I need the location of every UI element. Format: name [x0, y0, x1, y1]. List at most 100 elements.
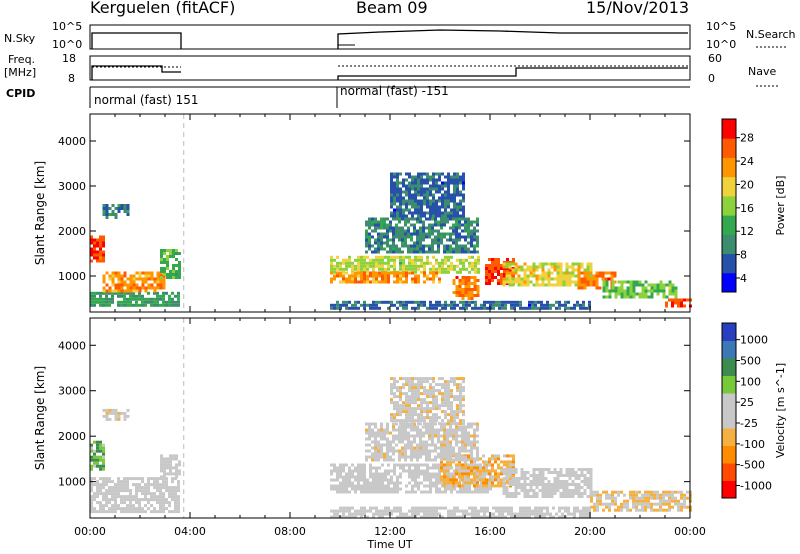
- colorbar-tick-label: -1000: [740, 480, 772, 493]
- data-cell: [444, 506, 447, 510]
- data-cell: [462, 205, 465, 209]
- data-cell: [369, 303, 372, 307]
- data-cell: [407, 446, 410, 450]
- data-cell: [611, 499, 614, 503]
- data-cell: [514, 486, 518, 489]
- data-cell: [641, 502, 644, 506]
- data-cell: [417, 178, 420, 182]
- data-cell: [435, 463, 438, 467]
- data-cell: [514, 483, 518, 486]
- data-cell: [593, 505, 596, 509]
- data-cell: [102, 286, 106, 290]
- data-cell: [447, 270, 450, 274]
- data-cell: [414, 506, 417, 510]
- data-cell: [348, 490, 351, 494]
- data-cell: [401, 455, 404, 459]
- data-cell: [111, 213, 115, 216]
- data-cell: [156, 498, 159, 502]
- data-cell: [411, 389, 414, 393]
- data-cell: [495, 506, 498, 510]
- data-cell: [90, 467, 93, 471]
- data-cell: [429, 190, 432, 194]
- data-cell: [438, 389, 441, 393]
- data-cell: [405, 395, 408, 399]
- data-cell: [336, 478, 339, 482]
- data-cell: [166, 258, 169, 261]
- data-cell: [573, 512, 576, 516]
- data-cell: [449, 428, 452, 432]
- data-cell: [559, 468, 563, 471]
- data-cell: [123, 291, 126, 295]
- data-cell: [447, 258, 450, 262]
- data-cell: [480, 490, 483, 494]
- data-cell: [471, 512, 474, 516]
- data-cell: [117, 417, 121, 421]
- data-cell: [476, 244, 479, 248]
- data-cell: [662, 499, 665, 503]
- data-cell: [519, 303, 522, 307]
- data-cell: [399, 472, 402, 476]
- data-cell: [405, 202, 408, 206]
- data-cell: [564, 506, 567, 510]
- data-cell: [476, 428, 479, 432]
- data-cell: [402, 261, 405, 265]
- data-cell: [159, 297, 162, 301]
- data-cell: [96, 501, 99, 505]
- data-cell: [532, 480, 536, 483]
- data-cell: [429, 407, 432, 411]
- data-cell: [399, 199, 402, 203]
- data-cell: [377, 449, 380, 453]
- data-cell: [348, 472, 351, 476]
- data-cell: [144, 510, 147, 514]
- data-cell: [390, 178, 393, 182]
- data-cell: [432, 211, 435, 215]
- data-cell: [532, 495, 536, 498]
- data-cell: [105, 283, 109, 287]
- data-cell: [172, 255, 175, 258]
- data-cell: [437, 431, 440, 435]
- data-cell: [163, 469, 166, 473]
- data-cell: [401, 437, 404, 441]
- data-cell: [593, 493, 596, 497]
- data-cell: [102, 297, 105, 301]
- data-cell: [491, 264, 494, 267]
- data-cell: [468, 490, 471, 494]
- data-cell: [459, 306, 462, 310]
- data-cell: [498, 303, 501, 307]
- data-cell: [626, 508, 629, 512]
- data-cell: [366, 484, 369, 488]
- data-cell: [452, 229, 455, 233]
- data-cell: [426, 509, 429, 513]
- data-cell: [414, 389, 417, 393]
- data-cell: [402, 303, 405, 307]
- data-cell: [419, 428, 422, 432]
- data-cell: [339, 472, 342, 476]
- data-cell: [559, 265, 563, 269]
- data-cell: [150, 271, 154, 275]
- data-cell: [683, 499, 686, 503]
- data-cell: [414, 280, 417, 284]
- data-cell: [96, 250, 99, 254]
- data-cell: [402, 466, 405, 470]
- data-cell: [500, 282, 503, 285]
- data-cell: [411, 413, 414, 417]
- data-cell: [474, 490, 477, 494]
- data-region: [665, 298, 692, 308]
- data-cell: [508, 265, 512, 269]
- data-cell: [514, 471, 518, 474]
- data-cell: [456, 270, 459, 274]
- data-cell: [159, 280, 163, 284]
- data-cell: [503, 454, 506, 458]
- data-cell: [411, 392, 414, 396]
- data-cell: [583, 474, 587, 477]
- data-cell: [432, 404, 435, 408]
- data-cell: [423, 512, 426, 516]
- data-cell: [372, 466, 375, 470]
- data-cell: [580, 271, 584, 275]
- data-cell: [398, 220, 401, 224]
- data-cell: [174, 495, 177, 499]
- data-cell: [461, 282, 465, 285]
- data-cell: [465, 300, 468, 304]
- data-cell: [383, 241, 386, 245]
- data-cell: [446, 478, 449, 482]
